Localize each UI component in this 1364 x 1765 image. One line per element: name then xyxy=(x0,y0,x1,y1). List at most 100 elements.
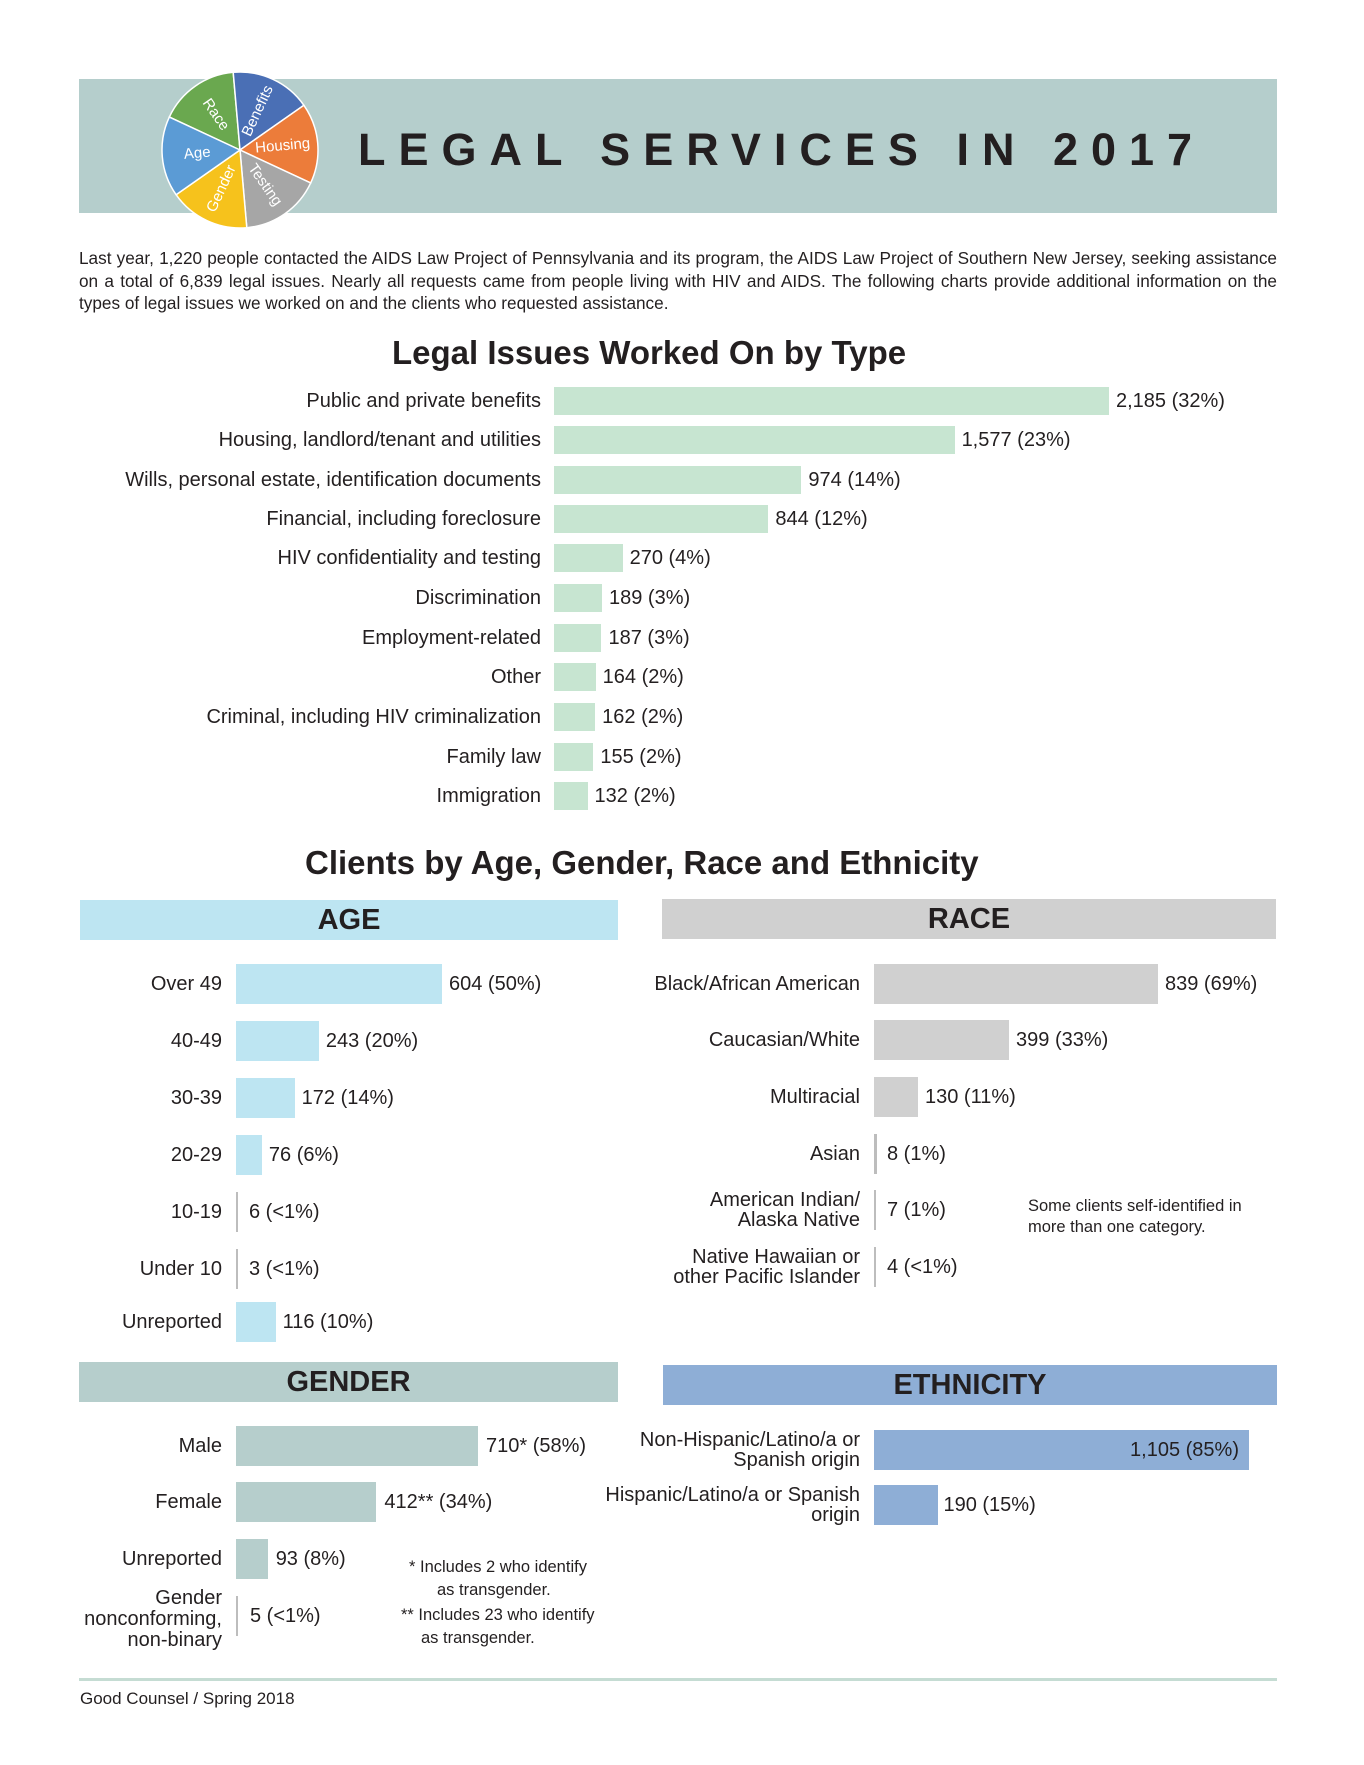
race-header: RACE xyxy=(662,899,1276,939)
issues-value: 1,577 (23%) xyxy=(961,429,1071,451)
issues-value: 270 (4%) xyxy=(629,547,711,569)
issues-label: Immigration xyxy=(436,785,541,807)
race-bar xyxy=(874,1134,877,1174)
intro-paragraph: Last year, 1,220 people contacted the AI… xyxy=(79,248,1277,313)
issues-label: Public and private benefits xyxy=(306,390,541,412)
age-label: 40-49 xyxy=(170,1030,222,1052)
footer-divider xyxy=(79,1678,1277,1681)
race-value: 839 (69%) xyxy=(1165,973,1258,995)
race-bar xyxy=(874,1190,877,1230)
age-value: 604 (50%) xyxy=(449,973,542,995)
pie-logo-slice xyxy=(168,71,241,152)
issues-value: 164 (2%) xyxy=(602,666,684,688)
clients-title: Clients by Age, Gender, Race and Ethnici… xyxy=(305,844,979,881)
pie-logo-label: Age xyxy=(183,144,211,163)
age-label: 30-39 xyxy=(170,1087,222,1109)
issues-bar xyxy=(554,387,1109,415)
issues-label: Discrimination xyxy=(415,587,541,609)
ethnicity-value: 190 (15%) xyxy=(943,1494,1036,1516)
age-value: 3 (<1%) xyxy=(249,1258,320,1280)
race-bar xyxy=(874,1020,1010,1060)
issues-value: 2,185 (32%) xyxy=(1116,390,1225,412)
ethnicity-header: ETHNICITY xyxy=(663,1365,1277,1405)
age-bar xyxy=(236,1192,239,1232)
race-value: 8 (1%) xyxy=(887,1143,946,1165)
race-label: Asian xyxy=(809,1143,860,1165)
race-value: 7 (1%) xyxy=(887,1199,946,1221)
issues-label: Other xyxy=(490,666,541,688)
issues-bar xyxy=(554,544,623,572)
pie-logo-slice xyxy=(238,104,319,184)
age-bar xyxy=(236,1135,262,1175)
issues-label: Employment-related xyxy=(362,627,541,649)
ethnicity-bar xyxy=(874,1485,939,1525)
gender-label: Unreported xyxy=(121,1548,222,1570)
gender-note-4: as transgender. xyxy=(421,1629,535,1647)
gender-note-2: as transgender. xyxy=(437,1581,551,1599)
age-label: Over 49 xyxy=(150,973,222,995)
issues-value: 189 (3%) xyxy=(609,587,691,609)
ethnicity-value: 1,105 (85%) xyxy=(1130,1439,1239,1461)
age-label: Under 10 xyxy=(139,1258,222,1280)
issues-label: Family law xyxy=(446,746,541,768)
ethnicity-label: Hispanic/Latino/a or Spanish origin xyxy=(605,1484,860,1526)
gender-bar xyxy=(236,1596,238,1636)
race-bar xyxy=(874,1247,876,1287)
gender-note-3: ** Includes 23 who identify xyxy=(401,1606,595,1624)
race-bar xyxy=(874,1077,918,1117)
issues-label: Wills, personal estate, identification d… xyxy=(125,469,541,491)
issues-label: HIV confidentiality and testing xyxy=(277,547,542,569)
issues-value: 187 (3%) xyxy=(608,627,690,649)
issues-bar xyxy=(554,466,802,494)
gender-header: GENDER xyxy=(79,1362,618,1402)
issues-bar xyxy=(554,743,594,771)
gender-value: 710* (58%) xyxy=(486,1435,587,1457)
race-label: Black/African American xyxy=(654,973,860,995)
issues-bar xyxy=(554,663,596,691)
pie-logo-slice xyxy=(239,148,312,229)
gender-bar xyxy=(236,1539,268,1579)
race-label: Caucasian/White xyxy=(708,1029,860,1051)
issues-bar xyxy=(554,703,596,731)
issues-bar xyxy=(554,584,602,612)
race-note: Some clients self-identified in more tha… xyxy=(1028,1197,1242,1236)
age-bar xyxy=(236,1078,295,1118)
age-value: 116 (10%) xyxy=(282,1311,374,1333)
issues-bar xyxy=(554,624,602,652)
pie-logo-slice xyxy=(161,116,242,196)
age-bar xyxy=(236,964,442,1004)
pie-logo-label: Housing xyxy=(255,135,311,157)
race-value: 4 (<1%) xyxy=(887,1256,958,1278)
age-bar xyxy=(236,1249,238,1289)
race-bar xyxy=(874,964,1158,1004)
gender-label: Gender nonconforming, non-binary xyxy=(84,1587,222,1651)
issues-bar xyxy=(554,505,769,533)
age-bar xyxy=(236,1021,319,1061)
gender-bar xyxy=(236,1482,377,1522)
age-label: 10-19 xyxy=(170,1201,222,1223)
age-label: 20-29 xyxy=(170,1144,222,1166)
page-title: LEGAL SERVICES IN 2017 xyxy=(358,124,1206,175)
age-value: 172 (14%) xyxy=(301,1087,394,1109)
gender-value: 93 (8%) xyxy=(275,1548,346,1570)
race-value: 130 (11%) xyxy=(925,1086,1016,1108)
issues-chart-title: Legal Issues Worked On by Type xyxy=(392,334,907,371)
gender-bar xyxy=(236,1426,478,1466)
race-label: Native Hawaiian or other Pacific Islande… xyxy=(673,1246,860,1288)
gender-value: 5 (<1%) xyxy=(250,1605,321,1627)
ethnicity-label: Non-Hispanic/Latino/a or Spanish origin xyxy=(639,1429,860,1471)
gender-note-1: * Includes 2 who identify xyxy=(409,1558,587,1576)
issues-label: Criminal, including HIV criminalization xyxy=(206,706,541,728)
age-label: Unreported xyxy=(121,1311,222,1333)
issues-value: 974 (14%) xyxy=(808,469,901,491)
issues-label: Financial, including foreclosure xyxy=(266,508,541,530)
pie-logo-slice xyxy=(232,71,305,152)
ethnicity-bar xyxy=(874,1430,1249,1470)
race-label: Multiracial xyxy=(769,1086,860,1108)
age-value: 6 (<1%) xyxy=(249,1201,320,1223)
issues-value: 132 (2%) xyxy=(594,785,676,807)
gender-label: Male xyxy=(178,1435,222,1457)
race-label: American Indian/ Alaska Native xyxy=(709,1189,860,1231)
race-value: 399 (33%) xyxy=(1016,1029,1109,1051)
